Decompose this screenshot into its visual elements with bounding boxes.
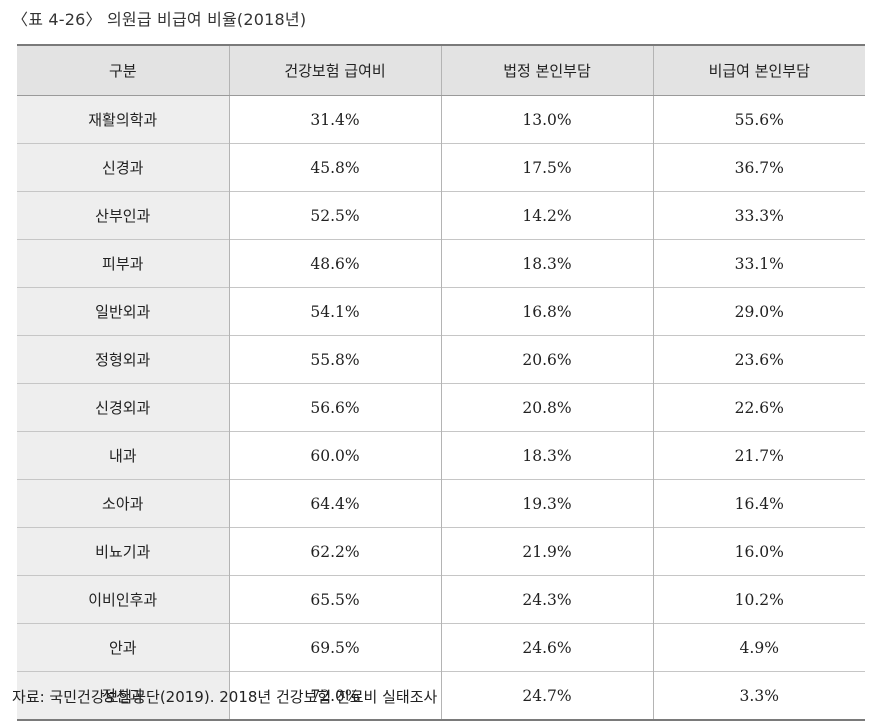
row-value-cell: 33.1% [652,239,865,288]
table-row: 피부과 48.6% 18.3% 33.1% [17,239,865,288]
row-value-cell: 55.8% [228,335,441,384]
row-value-cell: 3.3% [652,671,865,721]
row-category-cell: 재활의학과 [17,95,229,144]
table-row: 정신과 72.0% 24.7% 3.3% [17,671,865,721]
row-value-cell: 20.6% [440,335,653,384]
table-title: 〈표 4-26〉 의원급 비급여 비율(2018년) [12,10,307,29]
row-value-cell: 20.8% [440,383,653,432]
row-category-cell: 안과 [17,623,229,672]
row-value-cell: 33.3% [652,191,865,240]
row-value-cell: 14.2% [440,191,653,240]
row-category-cell: 정형외과 [17,335,229,384]
row-value-cell: 36.7% [652,143,865,192]
row-value-cell: 22.6% [652,383,865,432]
row-category-cell: 이비인후과 [17,575,229,624]
row-value-cell: 10.2% [652,575,865,624]
expense-ratio-table: 구분 건강보험 급여비 법정 본인부담 비급여 본인부담 재활의학과 31.4% 1… [17,44,865,721]
header-noncovered-copay: 비급여 본인부담 [652,44,865,96]
table-row: 일반외과 54.1% 16.8% 29.0% [17,287,865,336]
row-value-cell: 18.3% [440,431,653,480]
header-statutory-copay: 법정 본인부담 [440,44,653,96]
row-value-cell: 24.3% [440,575,653,624]
row-value-cell: 16.0% [652,527,865,576]
table-row: 이비인후과 65.5% 24.3% 10.2% [17,575,865,624]
table-row: 안과 69.5% 24.6% 4.9% [17,623,865,672]
source-note: 자료: 국민건강보험공단(2019). 2018년 건강보험 진료비 실태조사 [12,688,438,706]
row-category-cell: 일반외과 [17,287,229,336]
row-value-cell: 31.4% [228,95,441,144]
row-value-cell: 16.8% [440,287,653,336]
row-category-cell: 내과 [17,431,229,480]
row-value-cell: 45.8% [228,143,441,192]
table-header-row: 구분 건강보험 급여비 법정 본인부담 비급여 본인부담 [17,44,865,96]
row-value-cell: 48.6% [228,239,441,288]
row-value-cell: 24.7% [440,671,653,721]
row-category-cell: 산부인과 [17,191,229,240]
row-value-cell: 69.5% [228,623,441,672]
row-value-cell: 55.6% [652,95,865,144]
row-value-cell: 56.6% [228,383,441,432]
row-value-cell: 18.3% [440,239,653,288]
row-value-cell: 17.5% [440,143,653,192]
table-row: 소아과 64.4% 19.3% 16.4% [17,479,865,528]
row-value-cell: 62.2% [228,527,441,576]
header-insurance-benefit: 건강보험 급여비 [228,44,441,96]
row-value-cell: 54.1% [228,287,441,336]
row-value-cell: 64.4% [228,479,441,528]
table-row: 정형외과 55.8% 20.6% 23.6% [17,335,865,384]
table-row: 내과 60.0% 18.3% 21.7% [17,431,865,480]
row-category-cell: 신경외과 [17,383,229,432]
row-value-cell: 4.9% [652,623,865,672]
row-value-cell: 72.0% [228,671,441,721]
row-value-cell: 60.0% [228,431,441,480]
row-value-cell: 29.0% [652,287,865,336]
row-value-cell: 65.5% [228,575,441,624]
row-value-cell: 19.3% [440,479,653,528]
header-category: 구분 [17,44,229,96]
table-row: 비뇨기과 62.2% 21.9% 16.0% [17,527,865,576]
table-row: 산부인과 52.5% 14.2% 33.3% [17,191,865,240]
row-value-cell: 23.6% [652,335,865,384]
row-value-cell: 52.5% [228,191,441,240]
row-category-cell: 소아과 [17,479,229,528]
row-value-cell: 13.0% [440,95,653,144]
row-category-cell: 정신과 [17,671,229,721]
row-value-cell: 16.4% [652,479,865,528]
row-category-cell: 비뇨기과 [17,527,229,576]
row-category-cell: 피부과 [17,239,229,288]
row-value-cell: 21.7% [652,431,865,480]
row-category-cell: 신경과 [17,143,229,192]
table-row: 재활의학과 31.4% 13.0% 55.6% [17,95,865,144]
row-value-cell: 21.9% [440,527,653,576]
row-value-cell: 24.6% [440,623,653,672]
table-row: 신경외과 56.6% 20.8% 22.6% [17,383,865,432]
table-row: 신경과 45.8% 17.5% 36.7% [17,143,865,192]
